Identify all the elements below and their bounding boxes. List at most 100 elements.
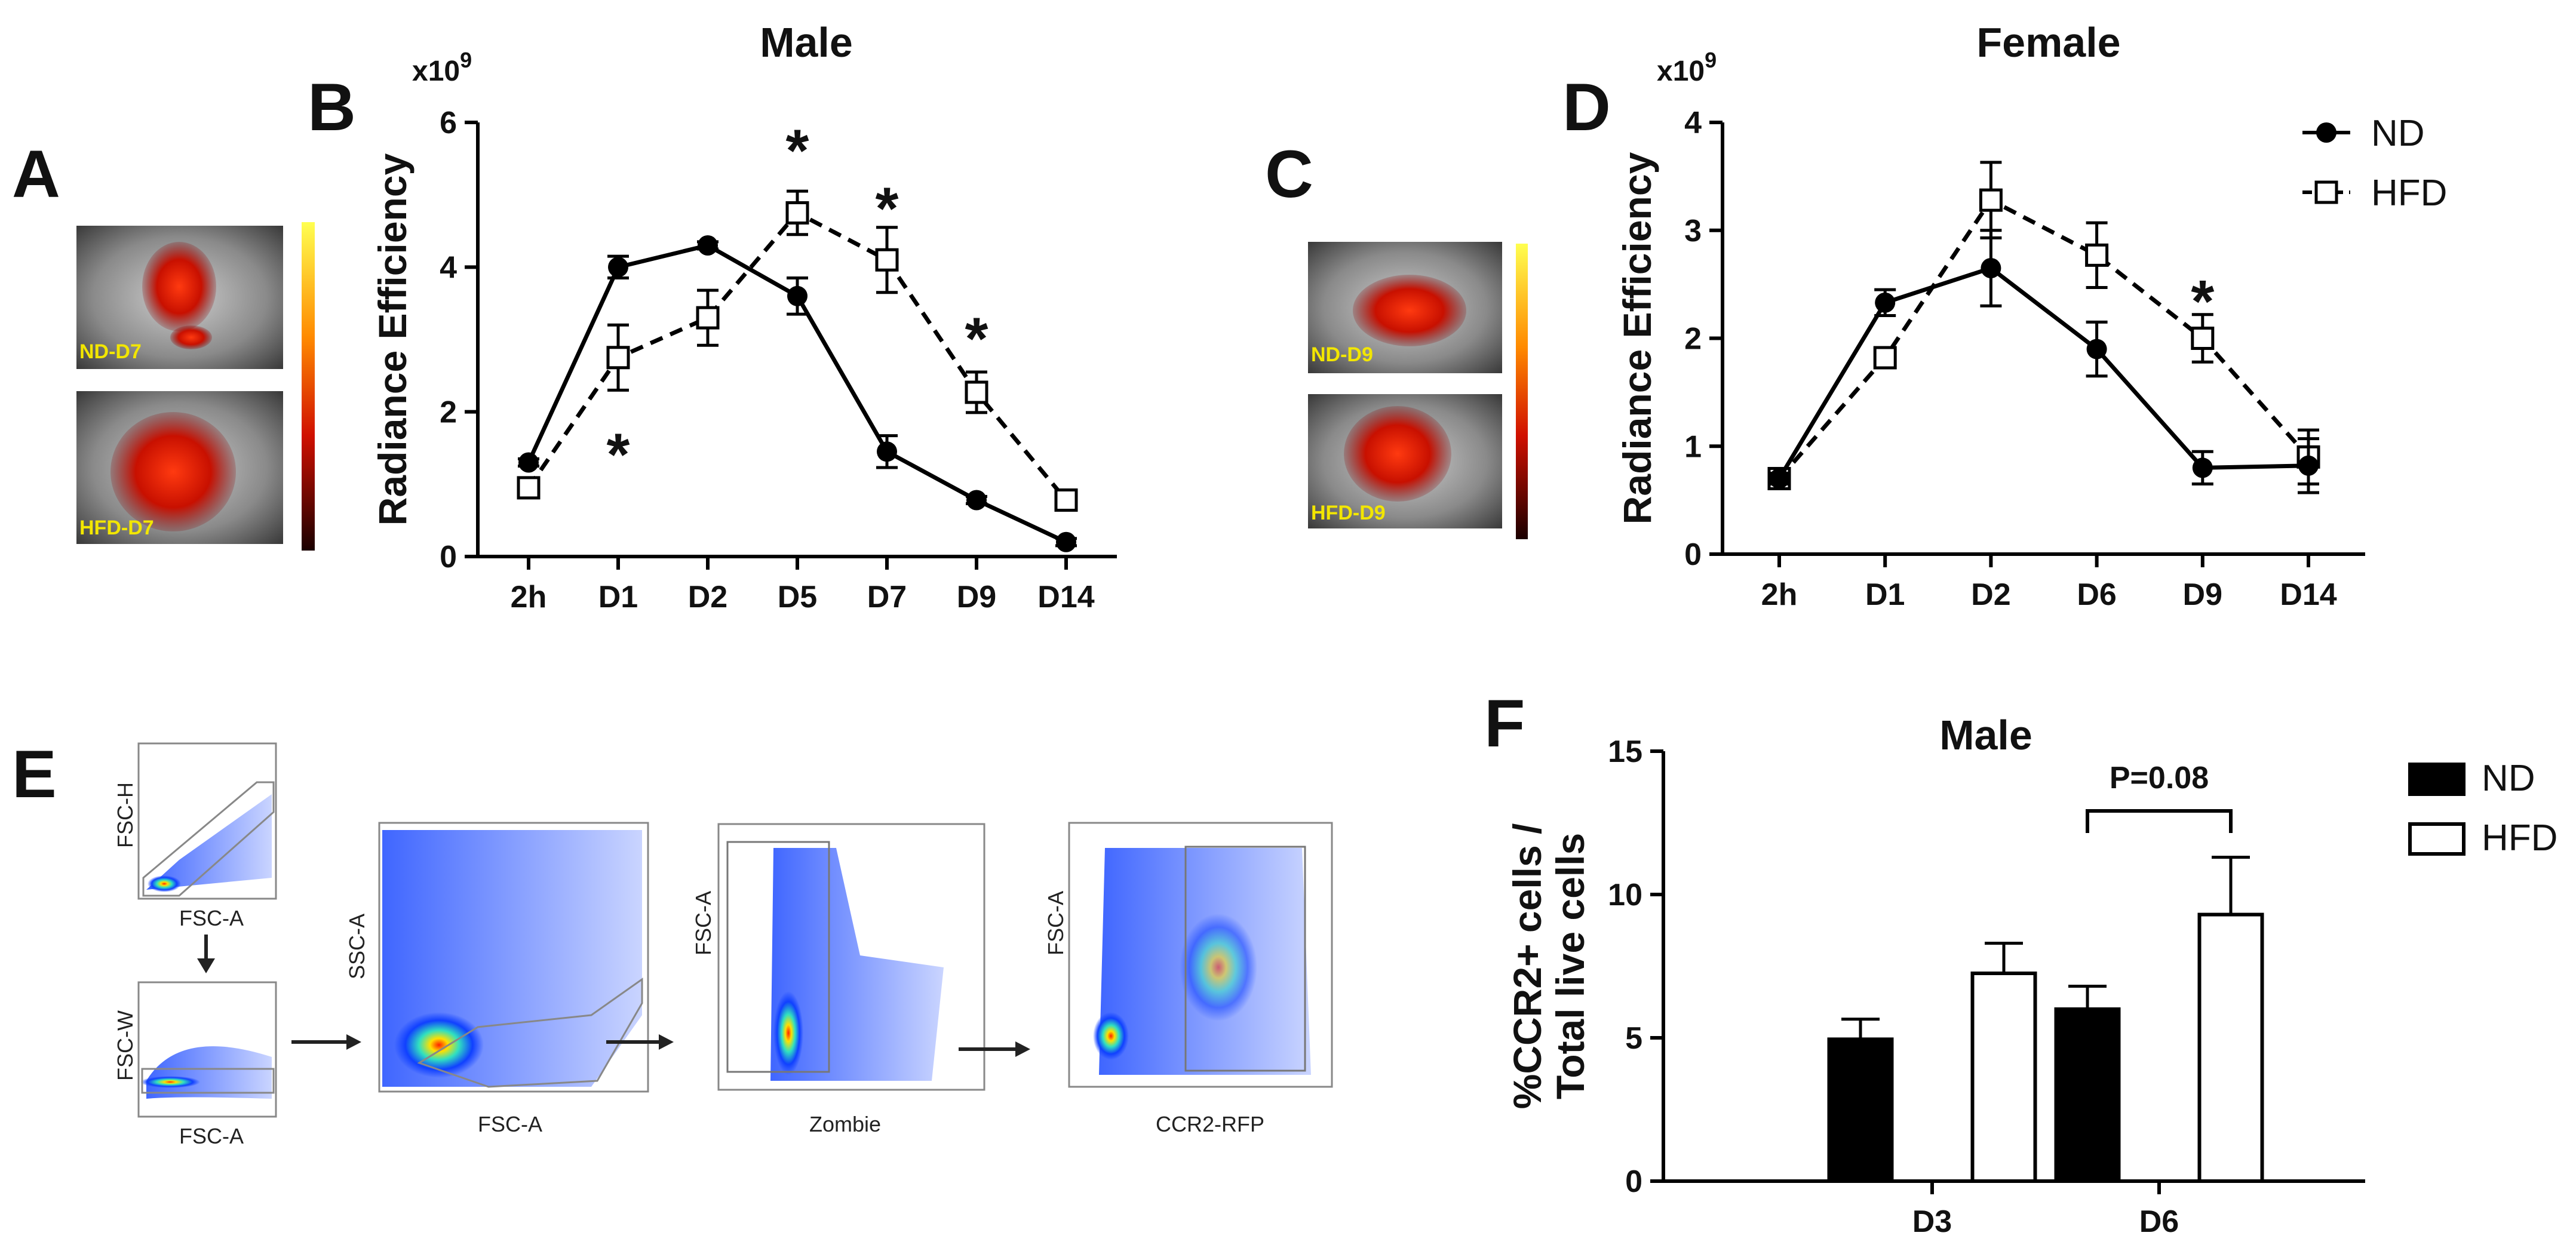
signal-blob	[1353, 275, 1466, 346]
signal-blob	[170, 325, 212, 349]
y-tick-label: 15	[1608, 734, 1642, 769]
data-point-nd	[1875, 292, 1896, 313]
series-line-hfd	[1777, 197, 2310, 480]
flow-ylabel: SSC-A	[345, 914, 369, 979]
gating-arrow-head	[1015, 1041, 1030, 1057]
flow-xlabel: CCR2-RFP	[1156, 1112, 1264, 1136]
bar-nd	[2054, 1007, 2121, 1183]
significance-star: *	[2191, 268, 2214, 335]
bar-hfd	[2197, 912, 2264, 1183]
x-tick-label: D1	[598, 580, 638, 614]
flow-density-core	[140, 1076, 200, 1088]
signal-blob	[1344, 406, 1451, 502]
x-tick-label: D2	[1971, 577, 2010, 612]
y-axis-label: Radiance Efficiency	[370, 153, 415, 525]
data-point-nd	[1769, 468, 1789, 489]
x-tick-label: 2h	[511, 580, 547, 614]
flow-ylabel: FSC-W	[113, 1010, 137, 1081]
flow-gate	[726, 841, 830, 1073]
flow-gate	[1184, 846, 1306, 1072]
flow-xlabel: FSC-A	[179, 1124, 244, 1148]
x-tick-label: D6	[2077, 577, 2116, 612]
panel-letter-c: C	[1265, 137, 1313, 211]
flow-density-core	[1093, 1012, 1129, 1060]
y-tick-label: 2	[440, 395, 457, 430]
x-tick-label: D14	[2280, 577, 2336, 612]
x-tick-label: D3	[1912, 1204, 1952, 1239]
data-point-hfd	[696, 306, 720, 330]
legend-label-hfd: HFD	[2482, 817, 2557, 859]
data-point-nd	[787, 285, 808, 306]
y-axis-label: %CCR2+ cells /	[1505, 823, 1549, 1109]
flow-ylabel: FSC-A	[691, 891, 716, 955]
bar-hfd	[1970, 972, 2037, 1183]
data-point-hfd	[965, 380, 988, 404]
flow-density-core	[394, 1012, 484, 1078]
chart-title: Male	[760, 19, 853, 66]
y-tick-label: 4	[440, 250, 457, 285]
y-tick-label: 5	[1625, 1021, 1642, 1056]
flow-gate	[142, 781, 275, 897]
y-tick-label: 4	[1684, 106, 1702, 140]
data-point-hfd	[1979, 188, 2003, 212]
flow-ylabel: FSC-H	[113, 782, 137, 848]
flow-density-core	[148, 875, 181, 892]
y-tick-label: 6	[440, 106, 457, 140]
ivis-images-c: ND-D9 HFD-D9	[1308, 242, 1528, 539]
y-tick-label: 0	[1625, 1164, 1642, 1199]
gating-arrow-head	[346, 1034, 361, 1050]
y-axis-label: Radiance Efficiency	[1615, 152, 1659, 524]
panel-letter-f: F	[1484, 686, 1525, 761]
y-tick-label: 2	[1684, 322, 1702, 356]
ivis-label-hfd: HFD-D9	[1311, 502, 1386, 524]
data-point-hfd	[785, 201, 809, 225]
x-tick-label: D1	[1865, 577, 1905, 612]
data-point-nd	[877, 441, 897, 462]
data-point-nd	[518, 452, 539, 473]
legend-marker-nd	[2316, 122, 2336, 143]
significance-star: *	[876, 175, 899, 242]
flow-density-core	[1180, 914, 1257, 1021]
y-tick-label: 3	[1684, 214, 1702, 248]
chart-d-female-line: 0 1 2 3 4 2h D1 D2 D6 D9 D14 Female Radiance Efficie…	[1615, 19, 2447, 612]
data-point-hfd	[517, 476, 541, 500]
data-point-hfd	[2191, 327, 2215, 350]
data-point-nd	[1981, 258, 2001, 279]
data-point-hfd	[1873, 346, 1897, 370]
y-multiplier: x109	[1657, 48, 1717, 87]
chart-b-male-line: 0 2 4 6 2h D1 D2 D5 D7 D9 D14 Male Radiance Efficien…	[370, 19, 1117, 614]
x-tick-label: D6	[2139, 1204, 2179, 1239]
flow-density	[146, 794, 272, 890]
significance-star: *	[965, 305, 988, 372]
chart-f-male-bar: 0 5 10 15 D3 D6 Male %CCR2+ cells /Total live c…	[1505, 712, 2557, 1239]
panel-letter-d: D	[1562, 70, 1611, 145]
chart-title: Female	[1976, 19, 2120, 66]
data-point-hfd	[1054, 488, 1078, 512]
x-tick-label: D14	[1037, 580, 1094, 614]
data-point-nd	[2298, 455, 2319, 476]
flow-xlabel: Zombie	[809, 1112, 881, 1136]
flow-density-core	[773, 991, 803, 1075]
x-tick-label: D9	[2183, 577, 2222, 612]
panel-letter-b: B	[308, 70, 356, 145]
data-point-nd	[966, 490, 987, 511]
data-point-hfd	[875, 248, 899, 272]
x-tick-label: D9	[957, 580, 996, 614]
legend-label-hfd: HFD	[2371, 173, 2447, 214]
data-point-hfd	[606, 346, 630, 370]
gating-arrow-head	[659, 1034, 674, 1050]
series-line-nd	[1777, 266, 2309, 480]
colorbar	[1516, 244, 1528, 539]
ivis-label-nd: ND-D7	[79, 340, 142, 363]
chart-title: Male	[1939, 712, 2032, 758]
colorbar	[302, 222, 315, 551]
y-tick-label: 10	[1608, 878, 1642, 912]
data-point-nd	[2192, 457, 2213, 478]
data-point-nd	[1056, 531, 1076, 552]
panel-letter-e: E	[12, 737, 57, 812]
flow-density	[770, 848, 944, 1081]
legend-swatch-hfd	[2408, 822, 2466, 856]
data-point-nd	[698, 235, 718, 256]
p-value-label: P=0.08	[2110, 761, 2209, 795]
